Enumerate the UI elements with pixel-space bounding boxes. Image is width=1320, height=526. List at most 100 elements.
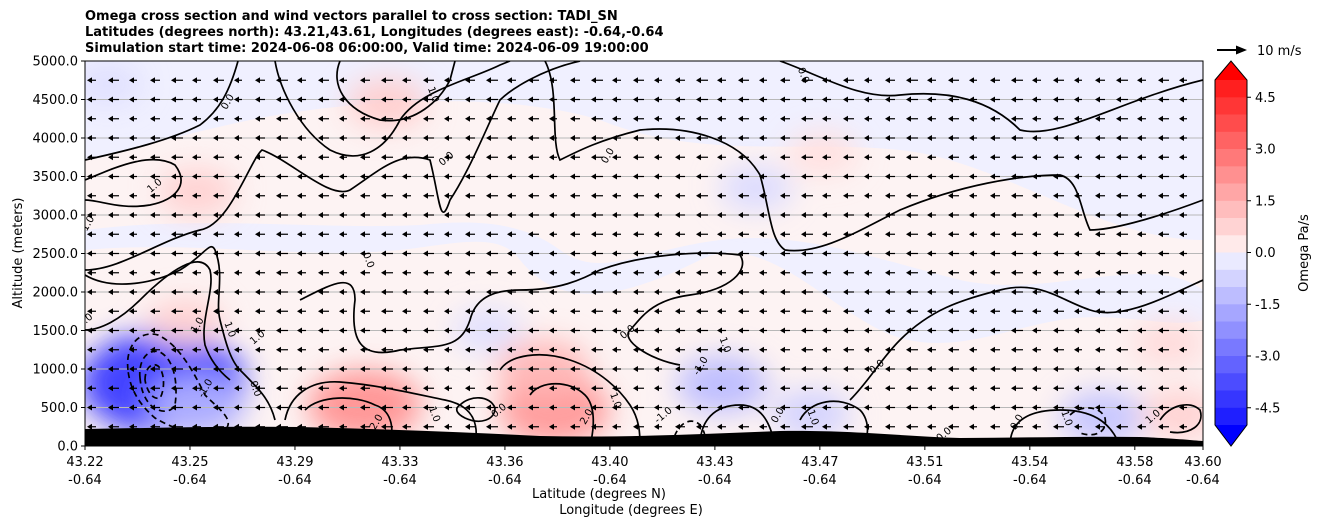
wind-vector-477 (87, 250, 96, 257)
wind-vector-627 (1011, 212, 1023, 218)
wind-vector-395 (591, 289, 603, 295)
wind-vector-434 (297, 269, 306, 276)
wind-vector-846 (1158, 135, 1169, 141)
wind-vector-90 (864, 404, 872, 411)
wind-vector-629 (1053, 212, 1064, 218)
wind-vector-468 (1011, 269, 1023, 276)
wind-vector-841 (1053, 135, 1064, 141)
colorbar-band-10 (1215, 235, 1247, 253)
wind-vector-642 (213, 192, 224, 199)
wind-vector-890 (969, 115, 977, 122)
wind-vector-251 (906, 346, 918, 353)
wind-vector-29 (696, 423, 708, 430)
wind-vector-204 (1032, 366, 1041, 372)
wind-vector-1003 (1116, 77, 1128, 84)
wind-vector-461 (864, 269, 872, 276)
wind-vector-778 (843, 154, 854, 161)
wind-vector-30 (717, 423, 726, 430)
wind-vector-674 (885, 192, 895, 199)
wind-vector-622 (906, 212, 918, 218)
wind-vector-760 (465, 154, 475, 161)
wind-vector-192 (780, 366, 790, 372)
wind-vector-898 (1137, 115, 1146, 122)
wind-vector-577 (1074, 231, 1082, 238)
wind-vector-243 (738, 346, 749, 353)
wind-vector-22 (549, 423, 557, 430)
wind-vector-690 (108, 173, 119, 180)
wind-vector-860 (339, 115, 347, 122)
wind-vector-50 (1137, 423, 1146, 430)
wind-vector-247 (822, 346, 831, 353)
wind-vector-510 (780, 250, 790, 257)
wind-vector-875 (654, 115, 662, 122)
wind-vector-961 (234, 77, 242, 84)
wind-vector-351 (780, 308, 790, 315)
wind-vector-555 (612, 231, 621, 238)
colorbar-band-4 (1215, 338, 1247, 356)
wind-vector-398 (654, 289, 662, 295)
wind-vector-146 (927, 385, 936, 392)
wind-vector-835 (927, 135, 936, 141)
wind-vector-612 (696, 212, 708, 218)
wind-vector-964 (297, 77, 306, 84)
wind-vector-139 (780, 385, 790, 392)
wind-vector-970 (423, 77, 434, 84)
wind-vector-98 (1032, 404, 1041, 411)
wind-vector-666 (717, 192, 726, 199)
wind-vector-815 (507, 135, 516, 141)
plot-area: 0.0 1.00.0 0.00.01.01.00.01.0 1.0 1.0 1.0-1.0… (76, 61, 1203, 446)
wind-vector-185 (633, 366, 644, 372)
wind-vector-299 (801, 327, 813, 334)
wind-vector-84 (738, 404, 749, 411)
wind-vector-103 (1137, 404, 1146, 411)
wind-vector-775 (780, 154, 790, 161)
wind-vector-617 (801, 212, 813, 218)
wind-vector-113 (234, 385, 242, 392)
wind-vector-687 (1158, 192, 1169, 199)
wind-vector-561 (738, 231, 749, 238)
wind-vector-478 (108, 250, 119, 257)
wind-vector-923 (549, 96, 557, 103)
wind-vector-514 (864, 250, 872, 257)
wind-vector-328 (297, 308, 306, 315)
wind-vector-648 (339, 192, 347, 199)
wind-vector-651 (402, 192, 411, 199)
wind-vector-983 (696, 77, 708, 84)
colorbar-tick-label-6: 4.5 (1255, 91, 1276, 106)
wind-vector-488 (318, 250, 329, 257)
wind-vector-909 (255, 96, 265, 103)
contour-two-center-low (304, 397, 393, 446)
colorbar-band-11 (1215, 218, 1247, 236)
wind-vector-557 (654, 231, 662, 238)
wind-vector-585 (129, 212, 137, 218)
wind-vector-23 (570, 423, 580, 430)
wind-vector-171 (339, 366, 347, 372)
wind-vector-603 (507, 212, 516, 218)
wind-vector-359 (948, 308, 959, 315)
wind-vector-708 (486, 173, 498, 180)
wind-vector-65 (339, 404, 347, 411)
wind-vector-872 (591, 115, 603, 122)
wind-vector-107 (108, 385, 119, 392)
wind-vector-352 (801, 308, 813, 315)
wind-vector-654 (465, 192, 475, 199)
wind-vector-231 (486, 346, 498, 353)
contour-label-8: 1.0 (76, 312, 95, 331)
wind-vector-988 (801, 77, 813, 84)
wind-vector-248 (843, 346, 854, 353)
wind-vector-458 (801, 269, 813, 276)
wind-vector-989 (822, 77, 831, 84)
wind-vector-762 (507, 154, 516, 161)
wind-vector-518 (948, 250, 959, 257)
wind-vector-596 (360, 212, 370, 218)
wind-vector-769 (654, 154, 662, 161)
wind-vector-368 (1137, 308, 1146, 315)
wind-vector-455 (738, 269, 749, 276)
wind-vector-630 (1074, 212, 1082, 218)
wind-vector-306 (948, 327, 959, 334)
wind-vector-916 (402, 96, 411, 103)
wind-vector-533 (150, 231, 160, 238)
wind-vector-245 (780, 346, 790, 353)
wind-vector-992 (885, 77, 895, 84)
wind-vector-238 (633, 346, 644, 353)
